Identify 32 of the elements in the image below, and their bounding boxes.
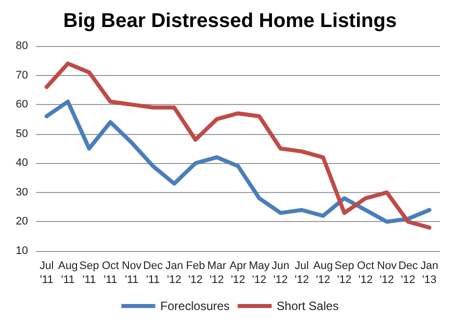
x-tick-label: May '12 [248,260,270,286]
line-series [44,100,432,224]
x-tick-label: Jan '12 [165,260,184,286]
x-tick-label: Jun '12 [272,260,290,286]
line-series [44,62,432,230]
x-tick-label: Feb '12 [186,260,205,286]
x-tick-label: Nov '12 [377,260,398,286]
y-tick-label: 70 [16,69,28,82]
x-tick-label: Sep '12 [334,260,354,286]
x-tick-label: Aug '12 [313,260,333,286]
x-tick-label: Oct '11 [102,260,119,286]
x-tick-label: Jul '12 [294,260,309,286]
y-tick-label: 10 [16,245,28,257]
y-tick-label: 30 [16,186,28,198]
y-tick-label: 20 [16,216,28,228]
x-tick-label: Jul '11 [40,260,54,286]
x-tick-label: Dec '12 [398,260,418,286]
x-tick-label: Oct '12 [357,260,374,286]
x-tick-label: Mar '12 [207,260,227,286]
x-tick-label: Jan '13 [420,260,438,286]
y-tick-label: 50 [16,128,28,140]
x-tick-label: Nov '11 [122,260,142,286]
x-tick-label: Apr '12 [229,260,247,286]
x-tick-label: Dec '11 [143,260,164,286]
legend-label: Foreclosures [160,299,230,313]
chart-title: Big Bear Distressed Home Listings [63,10,397,32]
x-tick-label: Aug '11 [58,260,78,286]
legend-label: Short Sales [276,299,339,313]
y-tick-label: 40 [16,157,28,170]
y-tick-label: 80 [16,40,28,52]
y-tick-label: 60 [16,98,28,111]
x-tick-label: Sep '11 [79,260,99,286]
